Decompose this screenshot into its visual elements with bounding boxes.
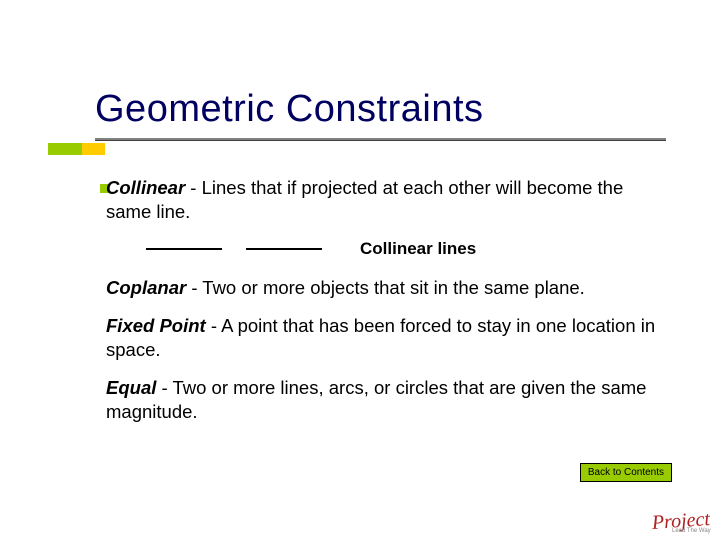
content-area: Collinear - Lines that if projected at e… bbox=[106, 176, 668, 438]
text-equal: - Two or more lines, arcs, or circles th… bbox=[106, 377, 646, 422]
collinear-diagram: Collinear lines bbox=[106, 238, 668, 260]
accent-bar bbox=[48, 143, 105, 155]
page-title: Geometric Constraints bbox=[95, 88, 484, 131]
line-segment-1 bbox=[146, 248, 222, 250]
term-fixed-point: Fixed Point bbox=[106, 315, 206, 336]
definition-collinear: Collinear - Lines that if projected at e… bbox=[106, 176, 668, 224]
diagram-label: Collinear lines bbox=[360, 238, 476, 260]
logo: Project Lead The Way bbox=[651, 511, 710, 536]
logo-subtext: Lead The Way bbox=[652, 529, 710, 534]
accent-yellow-block bbox=[82, 143, 105, 155]
definition-coplanar: Coplanar - Two or more objects that sit … bbox=[106, 276, 668, 300]
text-coplanar: - Two or more objects that sit in the sa… bbox=[186, 277, 585, 298]
back-to-contents-button[interactable]: Back to Contents bbox=[580, 463, 672, 482]
title-underline-shadow bbox=[95, 140, 666, 141]
definition-fixed-point: Fixed Point - A point that has been forc… bbox=[106, 314, 668, 362]
term-collinear: Collinear bbox=[106, 177, 185, 198]
term-coplanar: Coplanar bbox=[106, 277, 186, 298]
accent-green-block bbox=[48, 143, 82, 155]
term-equal: Equal bbox=[106, 377, 156, 398]
line-segment-2 bbox=[246, 248, 322, 250]
definition-equal: Equal - Two or more lines, arcs, or circ… bbox=[106, 376, 668, 424]
